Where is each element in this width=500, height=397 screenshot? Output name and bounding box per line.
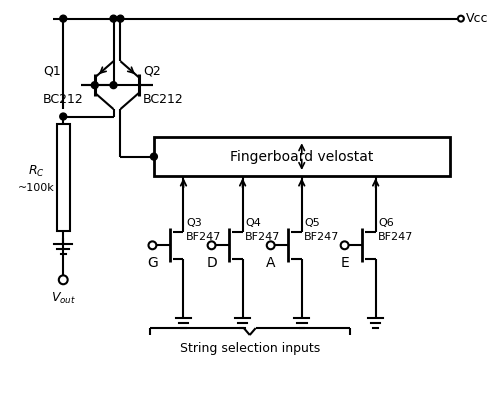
Circle shape	[267, 241, 274, 249]
Bar	[154, 137, 450, 176]
Text: BC212: BC212	[143, 93, 184, 106]
Text: Q2: Q2	[143, 65, 161, 78]
Circle shape	[92, 82, 98, 89]
Circle shape	[117, 15, 124, 22]
Text: BF247: BF247	[304, 231, 340, 242]
Circle shape	[340, 241, 348, 249]
Text: ~100k: ~100k	[18, 183, 55, 193]
Text: A: A	[266, 256, 276, 270]
Text: Q1: Q1	[43, 65, 61, 78]
Text: D: D	[206, 256, 217, 270]
Text: Vcc: Vcc	[466, 12, 488, 25]
Text: BC212: BC212	[43, 93, 84, 106]
Text: Q5: Q5	[304, 218, 320, 228]
Text: Q3: Q3	[186, 218, 202, 228]
Text: Q4: Q4	[245, 218, 261, 228]
Bar	[57, 124, 70, 231]
Text: G: G	[147, 256, 158, 270]
Circle shape	[60, 113, 66, 120]
Text: $R_C$: $R_C$	[28, 164, 44, 179]
Text: Q6: Q6	[378, 218, 394, 228]
Text: BF247: BF247	[186, 231, 222, 242]
Circle shape	[148, 241, 156, 249]
Text: String selection inputs: String selection inputs	[180, 342, 320, 355]
Circle shape	[110, 15, 117, 22]
Circle shape	[150, 153, 158, 160]
Circle shape	[59, 276, 68, 284]
Text: BF247: BF247	[378, 231, 414, 242]
Circle shape	[458, 15, 464, 21]
Text: Fingerboard velostat: Fingerboard velostat	[230, 150, 374, 164]
Text: E: E	[340, 256, 349, 270]
Circle shape	[110, 82, 117, 89]
Text: $V_{out}$: $V_{out}$	[50, 291, 76, 306]
Text: BF247: BF247	[245, 231, 280, 242]
Circle shape	[60, 15, 66, 22]
Circle shape	[208, 241, 216, 249]
